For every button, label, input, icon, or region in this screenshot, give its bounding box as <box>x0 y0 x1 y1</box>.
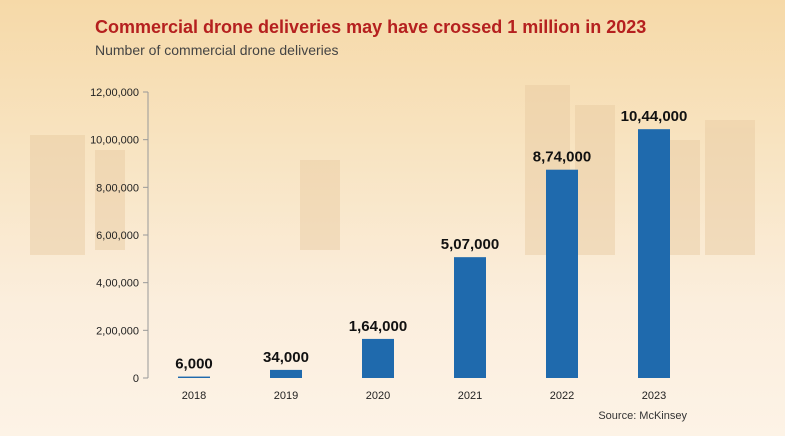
x-tick-label: 2023 <box>642 390 666 402</box>
y-tick-label: 10,00,000 <box>90 135 139 147</box>
x-tick-label: 2018 <box>182 390 206 402</box>
data-label-2018: 6,000 <box>175 356 213 373</box>
bar-2019 <box>270 369 302 378</box>
bar-2022 <box>546 169 578 378</box>
bar-2023 <box>638 129 670 378</box>
source-note: Source: McKinsey <box>598 410 687 422</box>
x-tick-label: 2020 <box>366 390 390 402</box>
chart-subtitle: Number of commercial drone deliveries <box>95 42 339 58</box>
bar-2018 <box>178 376 210 378</box>
chart-title: Commercial drone deliveries may have cro… <box>95 17 647 37</box>
x-axis: 2018 2019 2020 2021 2022 2023 <box>182 390 666 402</box>
x-tick-label: 2019 <box>274 390 298 402</box>
data-label-2021: 5,07,000 <box>441 236 499 253</box>
y-tick-label: 0 <box>133 373 139 385</box>
bar-2021 <box>454 257 486 378</box>
y-tick-label: 4,00,000 <box>96 278 139 290</box>
y-tick-label: 2,00,000 <box>96 325 139 337</box>
data-label-2019: 34,000 <box>263 349 309 366</box>
data-label-2022: 8,74,000 <box>533 149 591 166</box>
x-tick-label: 2021 <box>458 390 482 402</box>
bar-2020 <box>362 338 394 378</box>
y-tick-label: 8,00,000 <box>96 182 139 194</box>
y-axis: 0 2,00,000 4,00,000 6,00,000 8,00,000 10,00,0… <box>90 87 149 385</box>
y-tick-label: 12,00,000 <box>90 87 139 99</box>
data-label-2023: 10,44,000 <box>621 108 688 125</box>
x-tick-label: 2022 <box>550 390 574 402</box>
bars: 6,000 34,000 1,64,000 5,07,000 8,74,000 10,44… <box>175 108 687 378</box>
data-label-2020: 1,64,000 <box>349 318 407 335</box>
y-tick-label: 6,00,000 <box>96 230 139 242</box>
